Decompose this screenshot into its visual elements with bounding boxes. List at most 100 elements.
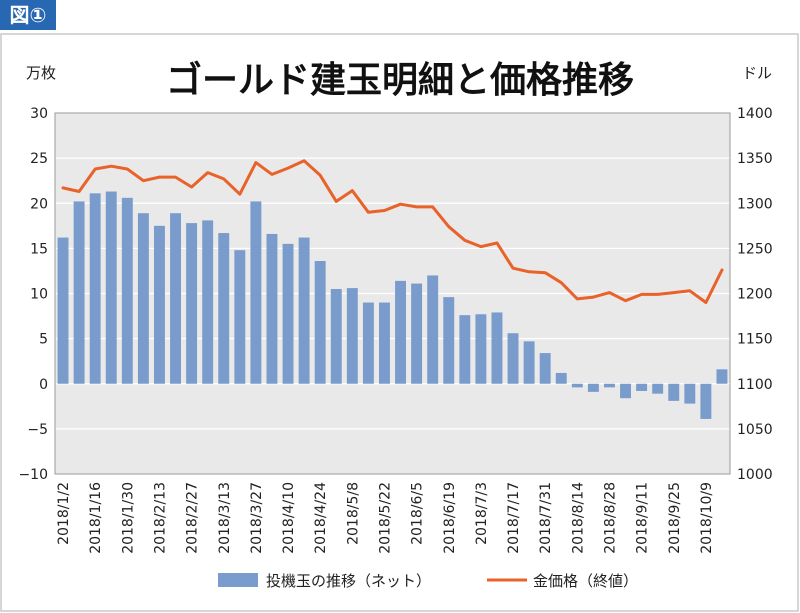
bar bbox=[121, 197, 133, 384]
right-axis-tick-label: 1100 bbox=[737, 377, 773, 393]
left-axis-tick-label: 10 bbox=[30, 287, 48, 303]
bar bbox=[250, 201, 262, 384]
legend-line-label: 金価格（終値） bbox=[533, 572, 638, 590]
right-axis-tick-label: 1150 bbox=[737, 332, 773, 348]
x-axis-tick-label: 2018/7/3 bbox=[474, 482, 490, 545]
bar bbox=[684, 383, 696, 404]
figure-badge-label: 図① bbox=[10, 3, 47, 27]
bar bbox=[314, 261, 326, 384]
bar-series bbox=[57, 191, 728, 419]
bar bbox=[379, 302, 390, 384]
bar bbox=[539, 353, 551, 384]
bar bbox=[218, 233, 230, 384]
x-axis-tick-label: 2018/3/27 bbox=[249, 482, 265, 554]
bar bbox=[716, 369, 728, 384]
left-axis-tick-label: 30 bbox=[30, 106, 48, 122]
bar bbox=[411, 283, 423, 384]
x-axis-tick-label: 2018/7/17 bbox=[506, 482, 522, 554]
bar bbox=[170, 213, 181, 384]
left-axis-unit: 万枚 bbox=[26, 64, 56, 82]
x-axis-tick-label: 2018/1/16 bbox=[88, 482, 104, 554]
x-axis-ticks: 2018/1/2 2018/1/16 2018/1/30 2018/2/13 2018/… bbox=[56, 482, 715, 554]
bar bbox=[186, 223, 198, 384]
right-axis-tick-label: 1250 bbox=[737, 241, 773, 257]
bar bbox=[330, 288, 342, 384]
right-axis-unit: ドル bbox=[742, 64, 772, 82]
bar bbox=[587, 383, 599, 392]
bar bbox=[57, 237, 69, 384]
x-axis-tick-label: 2018/5/22 bbox=[377, 482, 393, 554]
right-axis-tick-label: 1200 bbox=[737, 287, 773, 303]
line-series bbox=[61, 159, 724, 304]
bar bbox=[154, 225, 165, 384]
bar bbox=[346, 288, 358, 384]
x-axis-tick-label: 2018/1/2 bbox=[56, 482, 72, 545]
x-axis-tick-label: 2018/10/9 bbox=[699, 482, 715, 554]
x-axis-tick-label: 2018/2/27 bbox=[185, 482, 201, 554]
bar bbox=[105, 191, 117, 384]
bar bbox=[443, 297, 455, 384]
bar bbox=[652, 383, 664, 394]
bar bbox=[636, 383, 648, 391]
right-axis-tick-label: 1000 bbox=[737, 467, 773, 483]
gridlines bbox=[55, 157, 730, 430]
left-axis-tick-label: 5 bbox=[39, 332, 48, 348]
x-axis-tick-label: 2018/3/13 bbox=[217, 482, 233, 554]
bar bbox=[298, 237, 310, 384]
right-axis-tick-label: 1300 bbox=[737, 196, 773, 212]
left-axis-tick-label: 15 bbox=[30, 241, 48, 257]
legend-bar-label: 投機玉の推移（ネット） bbox=[266, 572, 431, 590]
figure-badge bbox=[0, 0, 56, 30]
bar bbox=[282, 243, 294, 384]
left-axis-tick-label: 20 bbox=[30, 196, 48, 212]
legend-bar-swatch bbox=[218, 573, 258, 587]
bar bbox=[523, 341, 535, 384]
x-axis-tick-label: 2018/8/14 bbox=[570, 482, 586, 554]
bar bbox=[202, 220, 214, 384]
left-axis-ticks: 30 25 20 15 10 5 0 −5 −10 bbox=[18, 106, 48, 483]
bar bbox=[475, 314, 487, 384]
x-axis-tick-label: 2018/2/13 bbox=[152, 482, 168, 554]
left-axis-tick-label: −5 bbox=[27, 422, 48, 438]
right-axis-tick-label: 1350 bbox=[737, 151, 773, 167]
bar bbox=[234, 250, 246, 384]
x-axis-tick-label: 2018/9/25 bbox=[667, 482, 683, 554]
bar bbox=[491, 312, 503, 384]
bar bbox=[89, 193, 101, 384]
x-axis-tick-label: 2018/5/8 bbox=[345, 482, 361, 545]
bar bbox=[555, 372, 567, 384]
x-axis-tick-label: 2018/8/28 bbox=[602, 482, 618, 554]
bar bbox=[459, 315, 471, 384]
x-axis-tick-label: 2018/9/11 bbox=[635, 482, 651, 554]
plot-border bbox=[54, 112, 731, 475]
x-axis-tick-label: 2018/4/24 bbox=[313, 482, 329, 554]
legend: 投機玉の推移（ネット） 金価格（終値） bbox=[218, 572, 638, 590]
bar bbox=[137, 213, 149, 384]
bar bbox=[604, 383, 615, 388]
x-axis-tick-label: 2018/6/5 bbox=[410, 482, 426, 545]
bar bbox=[571, 383, 583, 388]
chart-title: ゴールド建玉明細と価格推移 bbox=[166, 59, 634, 101]
right-axis-tick-label: 1050 bbox=[737, 422, 773, 438]
chart-frame bbox=[0, 33, 799, 612]
gold-price-line bbox=[61, 159, 724, 304]
x-axis-tick-label: 2018/6/19 bbox=[442, 482, 458, 554]
left-axis-tick-label: 25 bbox=[30, 151, 48, 167]
right-axis-tick-label: 1400 bbox=[737, 106, 773, 122]
bar bbox=[73, 201, 85, 384]
bar bbox=[395, 280, 406, 384]
right-axis-ticks: 1400 1350 1300 1250 1200 1150 1100 1050 1000 bbox=[737, 106, 773, 483]
x-axis-tick-label: 2018/1/30 bbox=[120, 482, 136, 554]
x-axis-tick-label: 2018/7/31 bbox=[538, 482, 554, 554]
bar bbox=[266, 233, 278, 384]
bar bbox=[507, 333, 519, 384]
x-axis-tick-label: 2018/4/10 bbox=[281, 482, 297, 554]
left-axis-tick-label: 0 bbox=[39, 377, 48, 393]
bar bbox=[427, 275, 439, 384]
bar bbox=[362, 302, 374, 384]
bar bbox=[620, 383, 631, 399]
bar bbox=[700, 383, 712, 419]
bar bbox=[668, 383, 680, 401]
left-axis-tick-label: −10 bbox=[18, 467, 48, 483]
